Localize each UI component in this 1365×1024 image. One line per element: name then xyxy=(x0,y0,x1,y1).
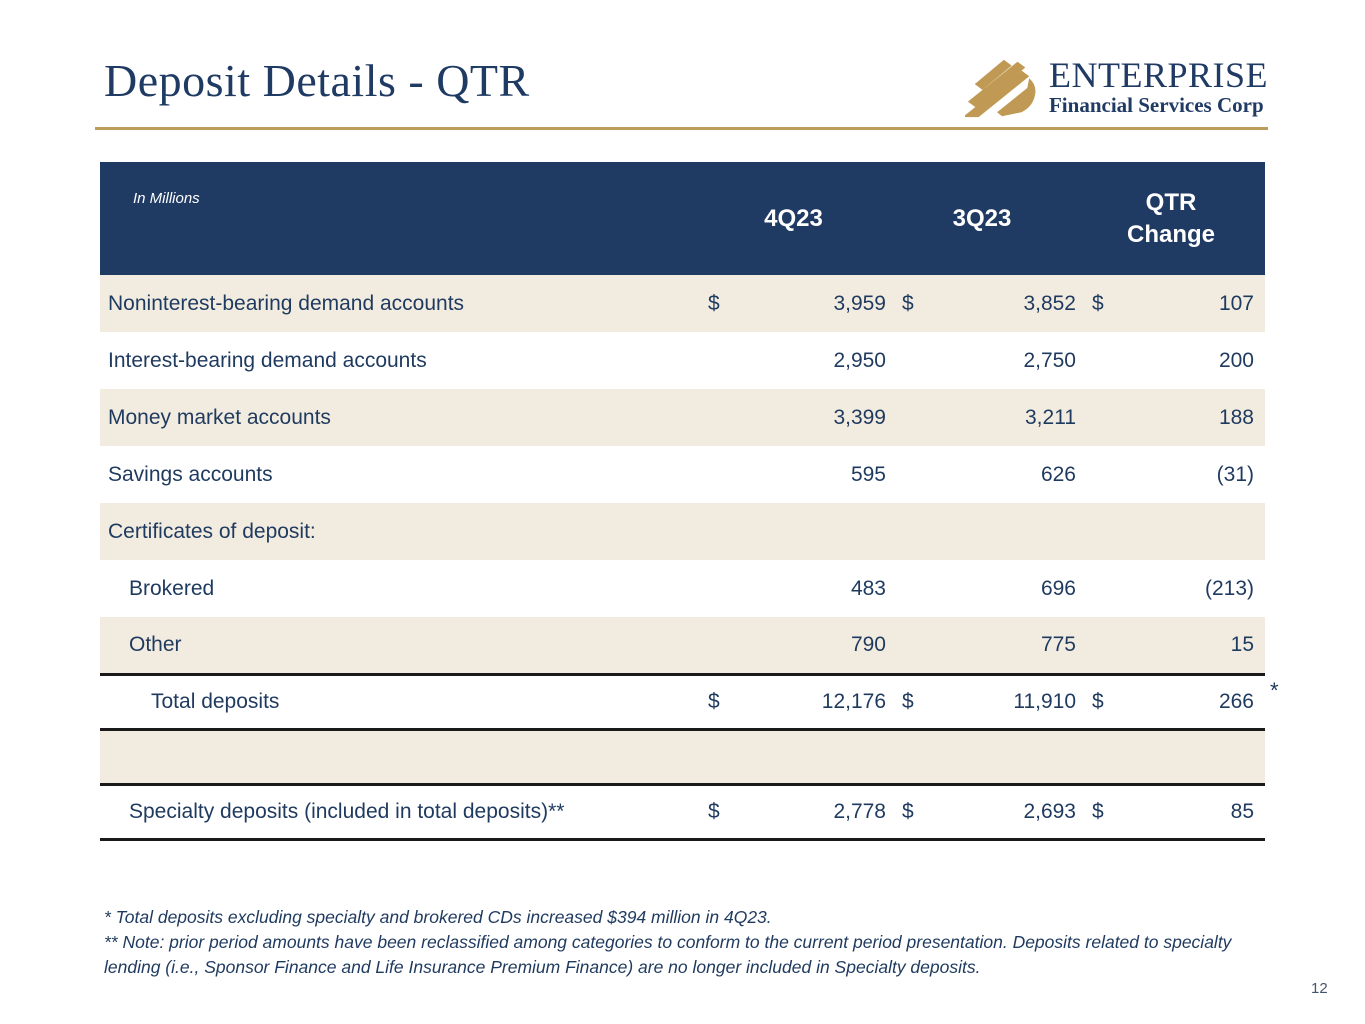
logo-subtitle: Financial Services Corp xyxy=(1048,93,1264,117)
page-title: Deposit Details - QTR xyxy=(104,55,530,106)
row-label: Money market accounts xyxy=(100,389,700,446)
row-label: Specialty deposits (included in total de… xyxy=(100,784,700,841)
total-footnote-marker: * xyxy=(1270,678,1279,703)
table-row: Certificates of deposit: xyxy=(100,503,1265,560)
column-header-4q23: 4Q23 xyxy=(700,162,887,275)
logo-text: ENTERPRISE Financial Services Corp xyxy=(1049,57,1268,117)
row-label: Savings accounts xyxy=(100,446,700,503)
units-label: In Millions xyxy=(133,190,200,207)
table-row: Brokered 483 696 (213) xyxy=(100,560,1265,617)
table-row: Money market accounts 3,399 3,211 188 xyxy=(100,389,1265,446)
row-label: Other xyxy=(100,617,700,676)
column-header-3q23: 3Q23 xyxy=(887,162,1077,275)
table-row: Savings accounts 595 626 (31) xyxy=(100,446,1265,503)
table-row-spacer xyxy=(100,729,1265,786)
logo-company-name: ENTERPRISE xyxy=(1048,55,1268,95)
table-header-units-cell: In Millions xyxy=(100,162,700,275)
row-label: Interest-bearing demand accounts xyxy=(100,332,700,389)
footnote-1: * Total deposits excluding specialty and… xyxy=(104,907,772,927)
table-row-specialty: Specialty deposits (included in total de… xyxy=(100,784,1265,841)
table-header-row: In Millions 4Q23 3Q23 QTR Change xyxy=(100,162,1265,275)
table-row: Interest-bearing demand accounts 2,950 2… xyxy=(100,332,1265,389)
table-row-total: Total deposits $ 12,176 $ 11,910 $ 266 xyxy=(100,674,1265,731)
row-label: Noninterest-bearing demand accounts xyxy=(100,275,700,332)
column-header-qtr-change: QTR Change xyxy=(1077,162,1265,275)
page-number: 12 xyxy=(1311,980,1328,997)
title-divider-rule xyxy=(95,127,1268,130)
footnotes: * Total deposits excluding specialty and… xyxy=(104,905,1254,980)
enterprise-stripes-icon xyxy=(964,59,1036,118)
row-label: Total deposits xyxy=(100,674,700,731)
table-row: Other 790 775 15 xyxy=(100,617,1265,676)
row-label: Brokered xyxy=(100,560,700,617)
company-logo: ENTERPRISE Financial Services Corp xyxy=(964,56,1268,118)
row-label: Certificates of deposit: xyxy=(100,503,700,560)
footnote-2: ** Note: prior period amounts have been … xyxy=(104,932,1232,977)
deposit-details-table: In Millions 4Q23 3Q23 QTR Change Noninte… xyxy=(100,162,1265,841)
table-row: Noninterest-bearing demand accounts $ 3,… xyxy=(100,275,1265,332)
